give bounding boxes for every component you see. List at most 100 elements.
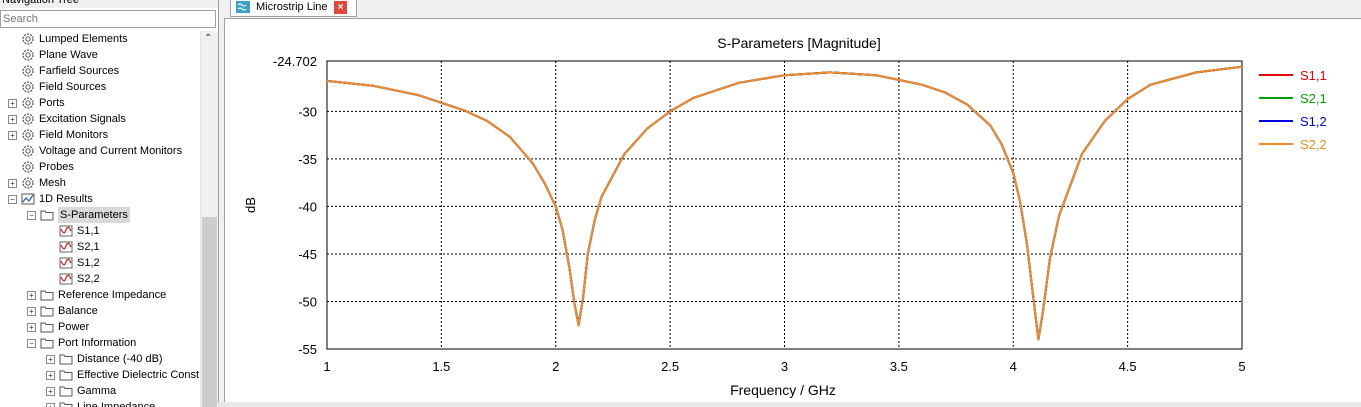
folder-icon — [40, 210, 54, 221]
tree-item[interactable]: Field Sources — [0, 79, 200, 95]
curve-icon — [59, 257, 73, 269]
chevron-up-icon[interactable]: ⌃ — [204, 33, 213, 44]
gear-icon — [22, 161, 34, 173]
tree-item-label: S1,2 — [77, 257, 100, 269]
navigation-tree-title: Navigation Tree — [0, 0, 218, 8]
x-tick-label: 4.5 — [1119, 359, 1137, 374]
collapse-icon[interactable]: − — [8, 195, 17, 204]
x-tick-label: 3.5 — [890, 359, 908, 374]
x-tick-label: 2.5 — [661, 359, 679, 374]
tree-item[interactable]: + Line Impedance — [0, 399, 200, 407]
folder-icon — [40, 290, 54, 301]
gear-icon — [22, 145, 34, 157]
tree-item[interactable]: + Field Monitors — [0, 127, 200, 143]
tree-item[interactable]: + Excitation Signals — [0, 111, 200, 127]
tree-item[interactable]: + Gamma — [0, 383, 200, 399]
tree-item[interactable]: + Effective Dielectric Const — [0, 367, 200, 383]
expand-icon[interactable]: + — [27, 307, 36, 316]
tree-item[interactable]: − S-Parameters — [0, 207, 200, 223]
tree-item-label: Gamma — [77, 385, 117, 397]
close-icon[interactable]: × — [334, 1, 347, 14]
expand-icon[interactable]: + — [8, 99, 17, 108]
tree-item-label: Line Impedance — [77, 401, 156, 407]
s-parameter-chart: S-Parameters [Magnitude] dB Frequency / … — [243, 35, 1327, 398]
gear-icon — [22, 65, 34, 77]
tree-item[interactable]: Probes — [0, 159, 200, 175]
tree-item-label: Field Sources — [39, 81, 107, 93]
expand-icon[interactable]: + — [46, 387, 55, 396]
tree-item-label: Effective Dielectric Const — [77, 369, 200, 381]
y-tick-label: -50 — [298, 294, 317, 309]
tree-item[interactable]: Farfield Sources — [0, 63, 200, 79]
tree-item[interactable]: − Port Information — [0, 335, 200, 351]
tree-item[interactable]: S1,2 — [0, 255, 200, 271]
expand-icon[interactable]: + — [46, 403, 55, 407]
tree-item-label: 1D Results — [39, 193, 93, 205]
expand-icon[interactable]: + — [8, 179, 17, 188]
tab-microstrip-line[interactable]: Microstrip Line × — [230, 0, 357, 17]
tree-item-label: Probes — [39, 161, 74, 173]
tree-item[interactable]: S2,1 — [0, 239, 200, 255]
tree-item-label: Field Monitors — [39, 129, 109, 141]
folder-icon — [59, 386, 73, 397]
tree-item[interactable]: S2,2 — [0, 271, 200, 287]
collapse-icon[interactable]: − — [27, 339, 36, 348]
tree-item[interactable]: Lumped Elements — [0, 31, 200, 47]
gear-icon — [22, 33, 34, 45]
curve-icon — [59, 225, 73, 237]
search-input[interactable] — [0, 10, 216, 28]
y-tick-label: -35 — [298, 152, 317, 167]
tree-item[interactable]: S1,1 — [0, 223, 200, 239]
expand-icon[interactable]: + — [46, 355, 55, 364]
x-tick-label: 1 — [323, 359, 330, 374]
folder-icon — [59, 402, 73, 407]
tree-item[interactable]: + Power — [0, 319, 200, 335]
curve-icon — [59, 273, 73, 285]
plot-area: S-Parameters [Magnitude] dB Frequency / … — [224, 18, 1361, 404]
tree-scrollbar[interactable]: ⌃ — [200, 31, 218, 407]
expand-icon[interactable]: + — [46, 371, 55, 380]
x-tick-label: 5 — [1238, 359, 1245, 374]
folder-icon — [40, 322, 54, 333]
expand-icon[interactable]: + — [27, 291, 36, 300]
scrollbar-thumb[interactable] — [202, 217, 217, 407]
expand-icon[interactable]: + — [27, 323, 36, 332]
tree-view: Lumped Elements Plane Wave Farfield Source… — [0, 31, 200, 407]
tree-item[interactable]: + Balance — [0, 303, 200, 319]
tree-item-label: S2,1 — [77, 241, 100, 253]
tree-item-label: Excitation Signals — [39, 113, 126, 125]
x-tick-label: 3 — [781, 359, 788, 374]
expand-icon[interactable]: + — [8, 115, 17, 124]
gear-icon — [22, 81, 34, 93]
tree-item-label: Voltage and Current Monitors — [39, 145, 183, 157]
x-tick-label: 1.5 — [432, 359, 450, 374]
tree-item[interactable]: Voltage and Current Monitors — [0, 143, 200, 159]
legend-label: S1,1 — [1300, 68, 1327, 83]
tree-item-label: Power — [58, 321, 90, 333]
y-tick-label: -40 — [298, 199, 317, 214]
gear-icon — [22, 113, 34, 125]
expand-icon[interactable]: + — [8, 131, 17, 140]
y-tick-label: -24.702 — [273, 54, 317, 69]
tree-item-label: Plane Wave — [39, 49, 98, 61]
legend-label: S2,1 — [1300, 91, 1327, 106]
legend-label: S2,2 — [1300, 137, 1327, 152]
tree-item[interactable]: + Reference Impedance — [0, 287, 200, 303]
chart-title: S-Parameters [Magnitude] — [717, 35, 880, 51]
collapse-icon[interactable]: − — [27, 211, 36, 220]
folder-icon — [59, 354, 73, 365]
curve-icon — [59, 241, 73, 253]
folder-icon — [59, 370, 73, 381]
tree-item[interactable]: − 1D Results — [0, 191, 200, 207]
x-tick-label: 4 — [1010, 359, 1017, 374]
tree-item-label: Reference Impedance — [58, 289, 167, 301]
tree-item[interactable]: + Ports — [0, 95, 200, 111]
tree-item[interactable]: Plane Wave — [0, 47, 200, 63]
tree-item-label: Distance (-40 dB) — [77, 353, 163, 365]
series-line-S2-2[interactable] — [326, 65, 1243, 341]
gear-icon — [22, 129, 34, 141]
legend-label: S1,2 — [1300, 114, 1327, 129]
tree-item[interactable]: + Distance (-40 dB) — [0, 351, 200, 367]
tree-item[interactable]: + Mesh — [0, 175, 200, 191]
navigation-tree-panel: Navigation Tree Lumped Elements Plane Wav… — [0, 0, 219, 407]
